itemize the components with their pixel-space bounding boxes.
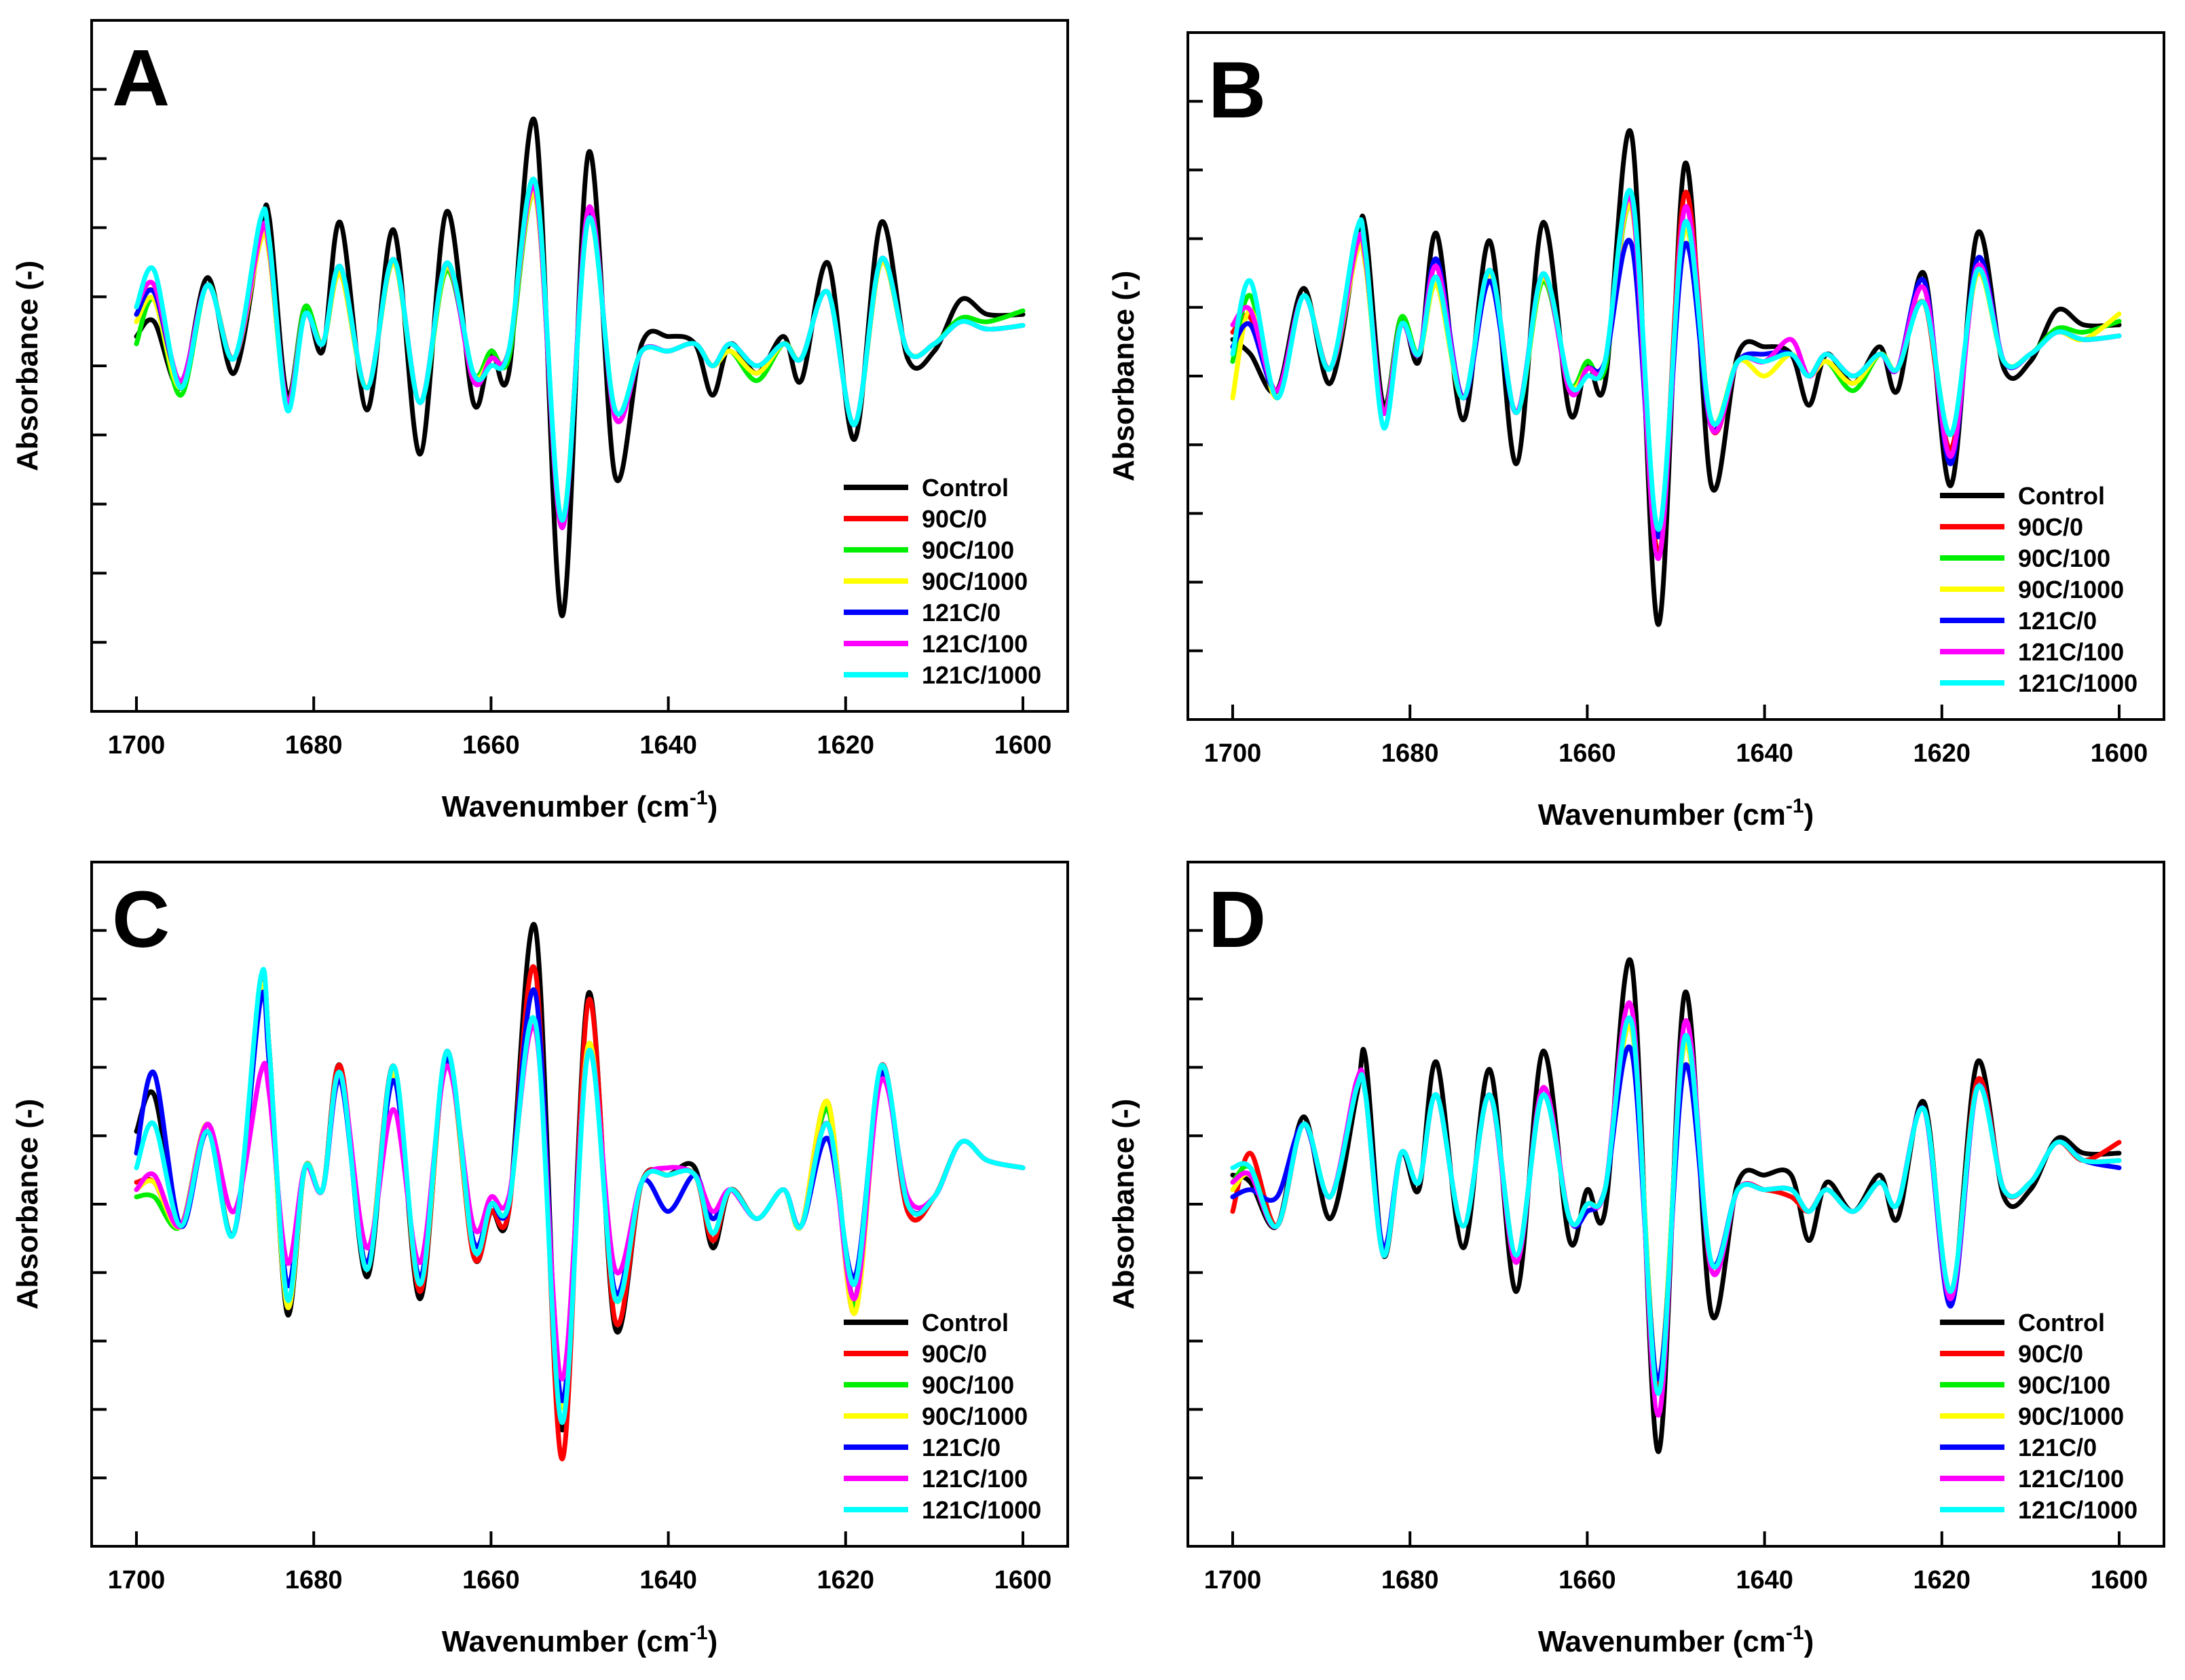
x-tick-label: 1700 <box>1204 739 1262 768</box>
series-group <box>1230 957 2122 1455</box>
x-axis-label-sup: -1 <box>1786 1622 1804 1644</box>
x-tick-label: 1700 <box>108 1566 166 1594</box>
panel-label: B <box>1208 45 1266 135</box>
x-tick-label: 1600 <box>2091 739 2148 768</box>
legend-label: Control <box>2018 1309 2105 1337</box>
x-axis-label-close: ) <box>1804 1625 1814 1658</box>
legend-label: 90C/0 <box>922 505 987 533</box>
x-tick-label: 1600 <box>994 731 1052 760</box>
legend-label: 90C/100 <box>922 536 1014 564</box>
x-tick-label: 1660 <box>1558 1566 1616 1594</box>
x-axis-label: Wavenumber (cm-1) <box>442 1622 717 1658</box>
legend-label: 121C/100 <box>2018 1465 2124 1493</box>
legend: Control 90C/0 90C/100 90C/1000 121C/0 121C/10… <box>1940 1309 2137 1524</box>
x-tick-label: 1620 <box>1913 1566 1971 1594</box>
x-tick-label: 1640 <box>639 731 697 760</box>
panel-label: C <box>112 875 170 965</box>
series-line-121c-1000 <box>134 176 1026 523</box>
x-tick-label: 1680 <box>285 1566 343 1594</box>
legend-label: 90C/0 <box>2018 1340 2083 1368</box>
legend-label: 121C/1000 <box>2018 669 2137 697</box>
legend-label: 121C/100 <box>922 630 1028 658</box>
series-line-control <box>1230 128 2122 627</box>
legend: Control 90C/0 90C/100 90C/1000 121C/0 121C/10… <box>844 1309 1041 1524</box>
x-tick-label: 1660 <box>1558 739 1616 768</box>
x-tick-label: 1680 <box>285 731 343 760</box>
legend-label: 90C/1000 <box>2018 1402 2124 1430</box>
x-tick-label: 1700 <box>108 731 166 760</box>
series-line-121c-1000 <box>1230 1015 2122 1396</box>
x-axis-label-main: Wavenumber (cm <box>442 1625 690 1658</box>
x-tick-label: 1680 <box>1381 1566 1439 1594</box>
y-axis-label: Absorbance (-) <box>11 261 44 471</box>
legend-label: 121C/1000 <box>922 1496 1041 1524</box>
chart-panel-d: 1700 1680 1660 1640 1620 1600 D Absorbance (-) W… <box>1107 861 2165 1658</box>
legend-label: 121C/1000 <box>922 661 1041 689</box>
x-tick-label: 1620 <box>817 1566 875 1594</box>
x-tick-label: 1600 <box>2091 1566 2148 1594</box>
series-line-control <box>1230 957 2122 1455</box>
y-axis-label: Absorbance (-) <box>1107 271 1140 481</box>
series-line-control <box>134 116 1026 618</box>
x-axis-label-sup: -1 <box>1786 795 1804 817</box>
x-axis-label-close: ) <box>708 1625 718 1658</box>
x-axis-label-main: Wavenumber (cm <box>1538 1625 1786 1658</box>
x-tick-label: 1680 <box>1381 739 1439 768</box>
legend-label: Control <box>922 474 1009 502</box>
x-tick-label: 1620 <box>817 731 875 760</box>
legend-label: 90C/100 <box>2018 1371 2110 1399</box>
series-group <box>134 116 1026 618</box>
series-group <box>134 922 1026 1461</box>
x-tick-label: 1620 <box>1913 739 1971 768</box>
series-group <box>1230 128 2122 627</box>
y-axis-label: Absorbance (-) <box>1107 1099 1140 1309</box>
legend: Control 90C/0 90C/100 90C/1000 121C/0 121C/10… <box>844 474 1041 689</box>
legend-label: 90C/1000 <box>2018 576 2124 603</box>
legend: Control 90C/0 90C/100 90C/1000 121C/0 121C/10… <box>1940 482 2137 697</box>
legend-label: 90C/100 <box>2018 544 2110 572</box>
legend-label: Control <box>2018 482 2105 510</box>
legend-label: Control <box>922 1309 1009 1337</box>
x-axis-label: Wavenumber (cm-1) <box>442 787 717 823</box>
x-tick-label: 1660 <box>462 1566 520 1594</box>
legend-label: 121C/100 <box>2018 638 2124 666</box>
legend-label: 121C/100 <box>922 1465 1028 1493</box>
legend-label: 121C/0 <box>922 1434 1001 1461</box>
x-axis-label-sup: -1 <box>690 1622 708 1644</box>
chart-panel-a: 1700 1680 1660 1640 1620 1600 A Absorbance (-) W… <box>11 19 1069 823</box>
series-line-121c-1000 <box>134 967 1026 1425</box>
legend-label: 90C/1000 <box>922 567 1028 595</box>
legend-label: 90C/0 <box>2018 513 2083 541</box>
x-tick-label: 1660 <box>462 731 520 760</box>
panel-label: D <box>1208 875 1266 965</box>
legend-label: 90C/100 <box>922 1371 1014 1399</box>
chart-panel-c: 1700 1680 1660 1640 1620 1600 C Absorbance (-) W… <box>11 861 1069 1658</box>
x-axis-label-main: Wavenumber (cm <box>1538 798 1786 832</box>
legend-label: 121C/0 <box>2018 607 2097 635</box>
legend-label: 90C/0 <box>922 1340 987 1368</box>
legend-label: 121C/0 <box>922 599 1001 627</box>
x-axis-label-main: Wavenumber (cm <box>442 790 690 823</box>
x-tick-label: 1640 <box>639 1566 697 1594</box>
x-tick-label: 1700 <box>1204 1566 1262 1594</box>
x-axis-label: Wavenumber (cm-1) <box>1538 795 1814 832</box>
legend-label: 90C/1000 <box>922 1402 1028 1430</box>
legend-label: 121C/0 <box>2018 1434 2097 1461</box>
x-tick-label: 1640 <box>1736 1566 1793 1594</box>
series-line-121c-1000 <box>1230 188 2122 532</box>
y-axis-label: Absorbance (-) <box>11 1099 44 1309</box>
x-tick-label: 1600 <box>994 1566 1052 1594</box>
chart-panel-b: 1700 1680 1660 1640 1620 1600 B Absorbance (-) W… <box>1107 31 2165 832</box>
legend-label: 121C/1000 <box>2018 1496 2137 1524</box>
x-tick-label: 1640 <box>1736 739 1793 768</box>
x-axis-label-close: ) <box>1804 798 1814 832</box>
x-axis-label-sup: -1 <box>690 787 708 809</box>
x-axis-label: Wavenumber (cm-1) <box>1538 1622 1814 1658</box>
panel-label: A <box>112 33 170 123</box>
x-axis-label-close: ) <box>708 790 718 823</box>
